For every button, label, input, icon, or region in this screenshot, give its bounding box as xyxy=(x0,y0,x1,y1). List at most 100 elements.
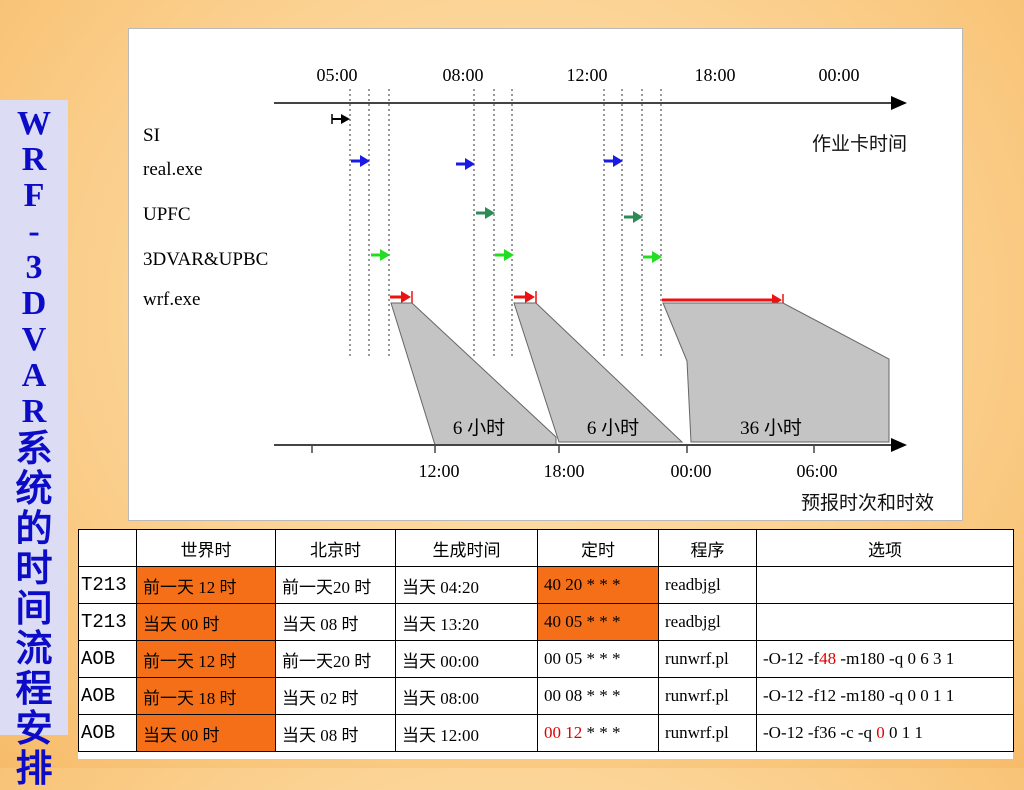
bottom-tick-label: 18:00 xyxy=(543,461,584,481)
header-cell-utc: 世界时 xyxy=(136,529,276,567)
model-cell: AOB xyxy=(78,640,137,678)
bottom-tick-label: 00:00 xyxy=(670,461,711,481)
bottom-tick-label: 06:00 xyxy=(796,461,837,481)
top-tick-label: 18:00 xyxy=(694,65,735,85)
table-row: T213 当天 00 时 当天 08 时 当天 13:20 40 05 * * … xyxy=(78,603,1014,641)
prog-cell: runwrf.pl xyxy=(658,640,757,678)
side-title-char: 排 xyxy=(15,749,53,790)
upfc-arrow-icon xyxy=(624,211,643,223)
prog-cell: readbjgl xyxy=(658,566,757,604)
bjt-cell: 当天 08 时 xyxy=(275,714,396,752)
gen-cell: 当天 00:00 xyxy=(395,640,538,678)
utc-cell: 前一天 18 时 xyxy=(136,677,276,715)
si-arrow-icon xyxy=(331,114,350,124)
side-title-char: 安 xyxy=(15,709,53,750)
model-cell: AOB xyxy=(78,677,137,715)
model-cell: T213 xyxy=(78,566,137,604)
schedule-table-panel: 世界时 北京时 生成时间 定时 程序 选项 T213 前一天 12 时 前一天2… xyxy=(78,529,1014,759)
gen-cell: 当天 08:00 xyxy=(395,677,538,715)
bottom-axis-label: 预报时次和时效 xyxy=(801,492,934,514)
side-title-char: 3 xyxy=(25,249,43,286)
top-axis-label: 作业卡时间 xyxy=(812,133,907,155)
top-tick-label: 12:00 xyxy=(566,65,607,85)
side-title-char: W xyxy=(17,105,51,142)
highlight-fragment: 00 12 xyxy=(544,723,583,742)
side-title-char: 间 xyxy=(15,589,53,630)
side-title-char: 统 xyxy=(15,469,53,510)
prog-cell: runwrf.pl xyxy=(658,677,757,715)
bottom-axis-arrowhead xyxy=(891,438,907,452)
gen-cell: 当天 04:20 xyxy=(395,566,538,604)
header-cell-bjt: 北京时 xyxy=(275,529,396,567)
top-tick-label: 08:00 xyxy=(442,65,483,85)
bottom-axis-ticks xyxy=(311,445,815,453)
side-title-char: 时 xyxy=(15,549,53,590)
guide-lines xyxy=(349,89,662,359)
header-cell-cron: 定时 xyxy=(537,529,659,567)
row-label-upfc: UPFC xyxy=(143,204,191,225)
side-title-char: 程 xyxy=(15,669,53,710)
utc-cell: 前一天 12 时 xyxy=(136,640,276,678)
cron-cell: 00 12 * * * xyxy=(537,714,659,752)
header-cell-prog: 程序 xyxy=(658,529,757,567)
top-tick-label: 05:00 xyxy=(316,65,357,85)
side-title-char: 的 xyxy=(15,509,53,550)
bottom-tick-label: 12:00 xyxy=(418,461,459,481)
top-tick-label: 00:00 xyxy=(818,65,859,85)
table-row: T213 前一天 12 时 前一天20 时 当天 04:20 40 20 * *… xyxy=(78,566,1014,604)
table-header-row: 世界时 北京时 生成时间 定时 程序 选项 xyxy=(78,529,1014,567)
3dvar-arrow-icon xyxy=(643,251,662,263)
wrf-exe-arrow-icon xyxy=(514,291,537,303)
header-cell-opt: 选项 xyxy=(756,529,1014,567)
real-exe-arrow-icon xyxy=(456,158,475,170)
cron-cell: 40 05 * * * xyxy=(537,603,659,641)
cron-cell: 00 05 * * * xyxy=(537,640,659,678)
row-label-si: SI xyxy=(143,125,160,146)
bjt-cell: 当天 02 时 xyxy=(275,677,396,715)
row-label-wrf: wrf.exe xyxy=(143,289,201,310)
forecast-window-3 xyxy=(662,302,890,443)
utc-cell: 当天 00 时 xyxy=(136,714,276,752)
table-row: AOB 前一天 12 时 前一天20 时 当天 00:00 00 05 * * … xyxy=(78,640,1014,678)
row-label-real: real.exe xyxy=(143,159,203,180)
forecast-window-label: 36 小时 xyxy=(740,417,802,439)
side-title-char: F xyxy=(23,177,45,214)
cron-cell: 40 20 * * * xyxy=(537,566,659,604)
gen-cell: 当天 13:20 xyxy=(395,603,538,641)
opt-cell: -O-12 -f12 -m180 -q 0 0 1 1 xyxy=(756,677,1014,715)
bjt-cell: 前一天20 时 xyxy=(275,640,396,678)
opt-cell xyxy=(756,566,1014,604)
side-title-char: A xyxy=(21,357,47,394)
table-row: AOB 当天 00 时 当天 08 时 当天 12:00 00 12 * * *… xyxy=(78,714,1014,752)
real-exe-arrow-icon xyxy=(351,155,370,167)
wrf-exe-arrow-icon xyxy=(390,291,413,303)
highlight-fragment: 0 xyxy=(876,723,885,742)
top-axis-arrowhead xyxy=(891,96,907,110)
table-row: AOB 前一天 18 时 当天 02 时 当天 08:00 00 08 * * … xyxy=(78,677,1014,715)
side-title-char: R xyxy=(21,393,47,430)
opt-cell: -O-12 -f48 -m180 -q 0 6 3 1 xyxy=(756,640,1014,678)
cron-cell: 00 08 * * * xyxy=(537,677,659,715)
timeline-diagram: 05:00 08:00 12:00 18:00 00:00 作业卡时间 SI r… xyxy=(128,28,963,521)
header-cell-gen: 生成时间 xyxy=(395,529,538,567)
forecast-window-label: 6 小时 xyxy=(587,417,639,439)
3dvar-arrow-icon xyxy=(371,249,390,261)
utc-cell: 前一天 12 时 xyxy=(136,566,276,604)
side-title-char: 流 xyxy=(15,629,53,670)
upfc-arrow-icon xyxy=(476,207,495,219)
highlight-fragment: 48 xyxy=(819,649,837,668)
prog-cell: readbjgl xyxy=(658,603,757,641)
forecast-window-1 xyxy=(390,302,557,446)
bjt-cell: 当天 08 时 xyxy=(275,603,396,641)
side-title-char: 系 xyxy=(15,429,53,470)
side-title-char: R xyxy=(21,141,47,178)
real-exe-arrow-icon xyxy=(604,155,623,167)
timeline-svg: 05:00 08:00 12:00 18:00 00:00 作业卡时间 SI r… xyxy=(143,65,934,514)
opt-cell: -O-12 -f36 -c -q 0 0 1 1 xyxy=(756,714,1014,752)
forecast-window-label: 6 小时 xyxy=(453,417,505,439)
opt-cell xyxy=(756,603,1014,641)
forecast-window-2 xyxy=(513,302,684,443)
header-cell-model xyxy=(78,529,137,567)
3dvar-arrow-icon xyxy=(495,249,514,261)
schedule-table: 世界时 北京时 生成时间 定时 程序 选项 T213 前一天 12 时 前一天2… xyxy=(78,529,1014,752)
